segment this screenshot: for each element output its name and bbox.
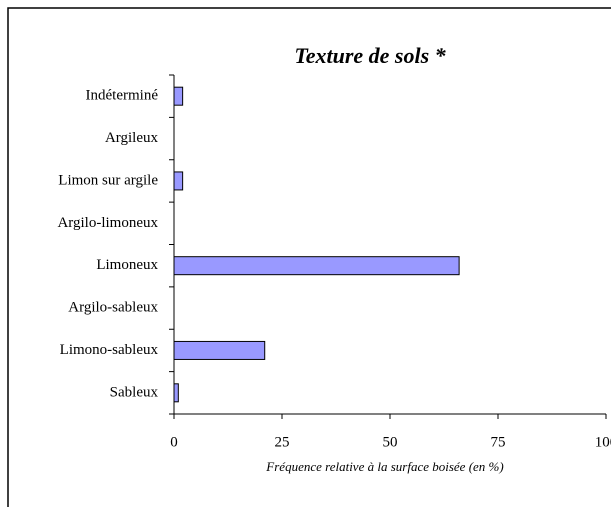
x-axis-label: Fréquence relative à la surface boisée (… xyxy=(265,459,503,474)
bar xyxy=(173,383,179,403)
y-tick-label: Sableux xyxy=(110,384,159,400)
bar xyxy=(173,256,460,276)
y-tick-label: Argilo-sableux xyxy=(68,300,158,316)
bar xyxy=(173,340,266,360)
x-tick-label: 50 xyxy=(383,434,398,450)
x-tick-label: 25 xyxy=(275,434,290,450)
chart-title: Texture de sols * xyxy=(294,43,446,68)
x-tick-label: 0 xyxy=(170,434,178,450)
bar xyxy=(173,171,184,191)
bar xyxy=(173,86,184,106)
x-tick-label: 100 xyxy=(595,434,611,450)
y-tick-label: Limon sur argile xyxy=(58,172,158,188)
y-tick-label: Argileux xyxy=(105,130,159,146)
y-tick-label: Argilo-limoneux xyxy=(57,215,158,231)
y-tick-label: Limono-sableux xyxy=(60,342,159,358)
x-tick-label: 75 xyxy=(491,434,506,450)
y-tick-label: Limoneux xyxy=(96,257,158,273)
y-tick-label: Indéterminé xyxy=(86,88,159,104)
